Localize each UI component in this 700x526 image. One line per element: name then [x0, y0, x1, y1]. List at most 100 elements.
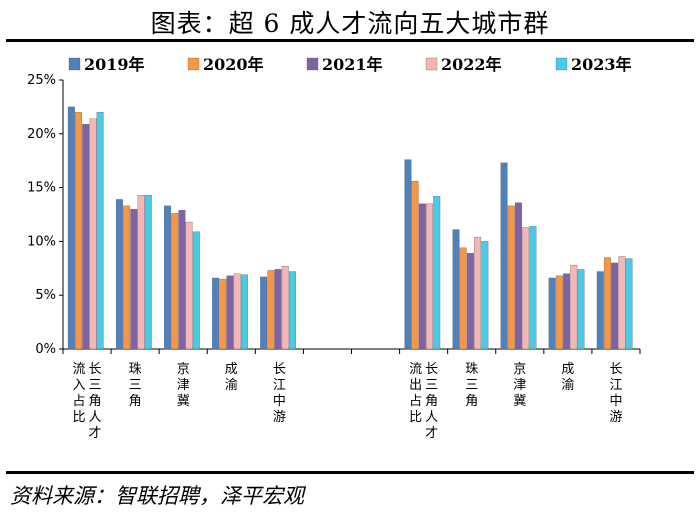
y-tick-label: 15%: [27, 181, 56, 196]
legend-swatch: [425, 57, 438, 71]
category-label: 冀: [513, 393, 526, 409]
source-note: 资料来源：智联招聘，泽平宏观: [10, 484, 304, 508]
bar: [459, 247, 467, 350]
category-label: 角: [129, 394, 142, 409]
category-label: 珠: [465, 362, 478, 377]
bar: [260, 276, 268, 350]
y-tick-label: 25%: [27, 73, 56, 88]
bar: [555, 275, 563, 350]
bar: [178, 210, 186, 350]
bar: [164, 205, 171, 350]
bar: [96, 112, 104, 350]
category-label: 人: [88, 410, 101, 425]
category-label: 比: [72, 410, 85, 425]
bar: [115, 199, 123, 350]
category-label: 江: [273, 378, 286, 393]
bar: [529, 226, 537, 350]
legend-label: 2022年: [441, 55, 502, 74]
bar: [433, 196, 441, 350]
legend-label: 2019年: [84, 55, 145, 74]
bar: [82, 123, 90, 350]
category-label: 占: [72, 394, 85, 409]
category-label: 角: [88, 394, 101, 409]
category-label: 珠: [129, 362, 142, 377]
bar: [171, 213, 179, 350]
y-tick-label: 5%: [35, 288, 56, 303]
bar: [548, 277, 556, 350]
y-tick-label: 0%: [35, 342, 56, 357]
category-label: 才: [88, 426, 101, 441]
bar: [192, 231, 200, 350]
category-label: 京: [177, 362, 190, 377]
bar: [233, 273, 241, 350]
category-label: 角: [425, 394, 438, 409]
bar: [212, 277, 220, 350]
bar: [89, 118, 97, 350]
bar: [185, 221, 193, 350]
bar: [474, 236, 482, 350]
bar: [522, 227, 530, 350]
bar: [67, 106, 75, 350]
legend-label: 2021年: [322, 55, 383, 74]
bar: [137, 194, 145, 350]
category-label: 角: [465, 394, 478, 409]
top-rule: [6, 39, 694, 42]
bar: [281, 265, 289, 350]
bar: [466, 253, 474, 350]
bar: [123, 205, 131, 350]
category-label: 长: [609, 362, 622, 377]
y-tick-label: 10%: [27, 234, 56, 249]
category-label: 三: [129, 378, 142, 393]
bar: [226, 275, 234, 350]
legend-swatch: [555, 57, 568, 71]
category-label: 渝: [225, 377, 238, 393]
bar: [267, 270, 275, 350]
legend-label: 2020年: [203, 55, 264, 74]
bar: [500, 162, 508, 350]
bar: [130, 208, 138, 350]
bar: [570, 264, 578, 350]
category-label: 长: [88, 362, 101, 377]
bar: [596, 271, 604, 350]
bar: [481, 241, 489, 350]
bar: [604, 257, 611, 350]
category-label: 三: [465, 378, 478, 393]
category-label: 津: [177, 378, 190, 393]
category-label: 长: [273, 362, 286, 377]
bar: [404, 159, 412, 350]
category-label: 游: [273, 410, 286, 425]
category-label: 三: [425, 378, 438, 393]
bar: [411, 180, 419, 350]
category-label: 比: [409, 410, 422, 425]
category-label: 成: [225, 362, 238, 377]
bar: [426, 203, 433, 350]
y-tick-label: 20%: [27, 127, 56, 142]
bottom-rule: [6, 471, 694, 474]
bar: [274, 269, 282, 350]
category-label: 出: [409, 378, 422, 393]
legend-label: 2023年: [571, 55, 632, 74]
bar: [618, 256, 626, 350]
bar: [75, 112, 82, 350]
bar: [611, 262, 619, 350]
category-label: 中: [273, 394, 286, 409]
bar: [563, 273, 571, 350]
category-label: 冀: [177, 393, 190, 409]
category-label: 入: [72, 378, 85, 393]
category-label: 三: [88, 378, 101, 393]
category-label: 流: [72, 362, 85, 377]
bar: [452, 229, 460, 350]
bar: [144, 194, 152, 350]
category-label: 占: [409, 394, 422, 409]
bar: [625, 258, 633, 350]
legend-swatch: [306, 57, 319, 71]
category-label: 流: [409, 362, 422, 377]
bar: [240, 274, 248, 350]
bar: [515, 202, 522, 350]
chart-title: 图表：超 6 成人才流向五大城市群: [150, 9, 550, 38]
bar: [219, 278, 227, 350]
category-label: 人: [425, 410, 438, 425]
bar: [577, 269, 585, 350]
category-label: 津: [513, 378, 526, 393]
